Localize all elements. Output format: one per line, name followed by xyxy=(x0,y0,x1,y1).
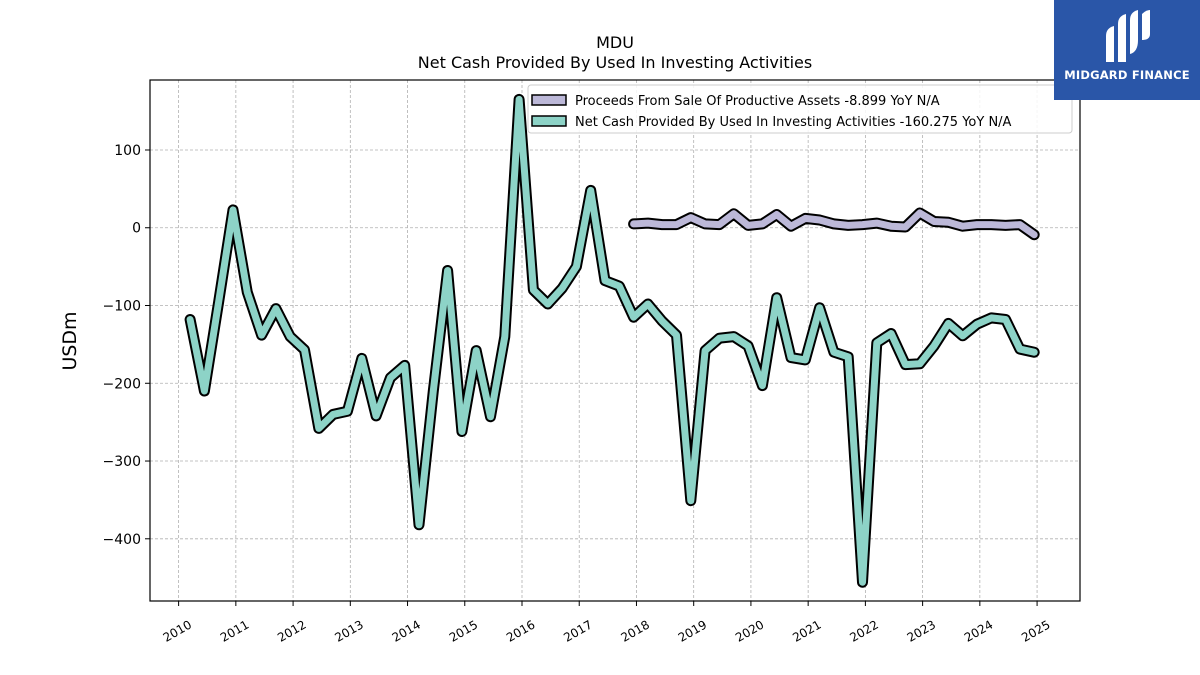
x-tick-label: 2011 xyxy=(218,617,251,644)
logo-mark-icon xyxy=(1106,10,1150,62)
x-tick-label: 2023 xyxy=(905,617,938,644)
legend-label: Net Cash Provided By Used In Investing A… xyxy=(575,115,1012,130)
series-layer xyxy=(184,93,1040,588)
chart-subtitle: Net Cash Provided By Used In Investing A… xyxy=(418,53,812,72)
logo-text: MIDGARD FINANCE xyxy=(1064,68,1190,82)
x-tick-label: 2010 xyxy=(161,617,194,644)
y-tick-label: −200 xyxy=(103,376,141,392)
y-axis-label: USDm xyxy=(59,311,81,370)
x-tick-label: 2024 xyxy=(962,617,995,644)
legend: Proceeds From Sale Of Productive Assets … xyxy=(527,84,1073,134)
plot-frame xyxy=(149,79,1081,602)
x-tick-label: 2012 xyxy=(275,617,308,644)
y-tick-label: 0 xyxy=(132,221,141,237)
y-tick-label: −300 xyxy=(103,454,141,470)
legend-label: Proceeds From Sale Of Productive Assets … xyxy=(575,94,940,109)
y-tick-label: 100 xyxy=(114,143,141,159)
x-tick-label: 2022 xyxy=(847,617,880,644)
x-tick-label: 2014 xyxy=(390,617,423,644)
x-tick-label: 2013 xyxy=(332,617,365,644)
x-tick-label: 2016 xyxy=(504,617,537,644)
x-tick-label: 2025 xyxy=(1019,617,1052,644)
chart-title: MDU xyxy=(596,33,634,52)
series-line-2 xyxy=(184,93,1040,588)
x-tick-label: 2015 xyxy=(447,617,480,644)
x-axis: 2010 2011 2012 2013 2014 2015 2016 2017 2018 2019… xyxy=(161,601,1053,645)
x-tick-label: 2021 xyxy=(790,617,823,644)
series-line xyxy=(630,209,1038,239)
x-tick-label: 2020 xyxy=(733,617,766,644)
y-tick-label: −400 xyxy=(103,532,141,548)
series-outline xyxy=(184,93,1040,588)
legend-swatch xyxy=(531,94,567,106)
y-tick-label: −100 xyxy=(103,299,141,315)
legend-box xyxy=(527,84,1073,134)
brand-logo: MIDGARD FINANCE xyxy=(1054,0,1200,100)
series-line-1 xyxy=(628,207,1040,241)
y-axis: 100 0 −100 −200 −300 −400 xyxy=(103,143,150,548)
x-tick-label: 2019 xyxy=(676,617,709,644)
legend-swatch xyxy=(531,115,567,127)
series-line xyxy=(186,95,1038,586)
x-tick-label: 2018 xyxy=(619,617,652,644)
x-tick-label: 2017 xyxy=(561,617,594,644)
